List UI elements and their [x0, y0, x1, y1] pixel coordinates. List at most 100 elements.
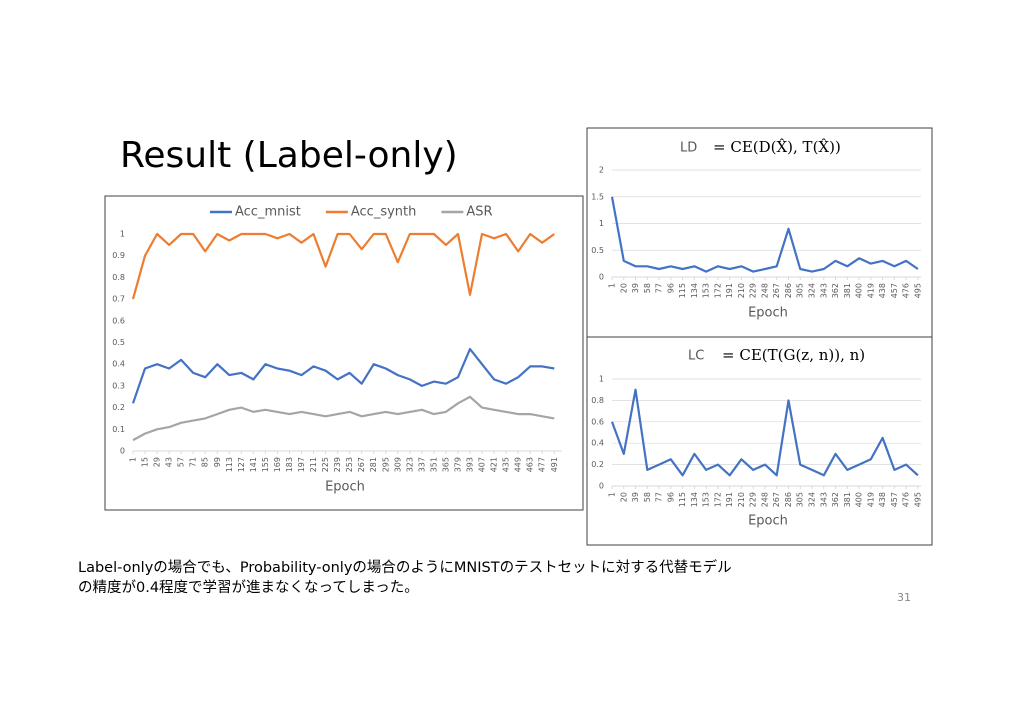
x-tick-label: 267 [772, 283, 781, 298]
x-axis-label: Epoch [748, 306, 788, 321]
x-tick-label: 381 [843, 283, 852, 298]
x-tick-label: 419 [866, 492, 875, 507]
y-tick-label: 0.5 [112, 338, 125, 347]
y-tick-label: 0.2 [591, 460, 604, 469]
x-tick-label: 169 [273, 457, 282, 472]
x-tick-label: 253 [345, 457, 354, 472]
chart-frame [104, 195, 584, 511]
x-tick-label: 400 [855, 492, 864, 507]
x-tick-label: 229 [749, 283, 758, 298]
x-tick-label: 210 [737, 283, 746, 298]
x-tick-label: 20 [619, 283, 628, 293]
x-tick-label: 197 [297, 457, 306, 472]
series-line [131, 232, 555, 300]
x-tick-label: 99 [213, 457, 222, 467]
x-tick-label: 153 [702, 492, 711, 507]
x-tick-label: 362 [831, 283, 840, 298]
y-tick-label: 0.4 [112, 360, 125, 369]
y-tick-label: 2 [599, 166, 604, 175]
x-tick-label: 495 [913, 492, 922, 507]
x-tick-label: 438 [878, 283, 887, 298]
y-tick-label: 0.8 [591, 396, 604, 405]
chart-formula: = CE(T(G(z, n)), n) [722, 346, 865, 364]
x-tick-label: 57 [177, 457, 186, 467]
x-tick-label: 172 [713, 283, 722, 298]
x-tick-label: 15 [141, 457, 150, 467]
chart-title: LC [688, 349, 704, 364]
x-tick-label: 96 [666, 283, 675, 293]
x-tick-label: 29 [153, 457, 162, 467]
x-tick-label: 155 [261, 457, 270, 472]
x-tick-label: 362 [831, 492, 840, 507]
x-tick-label: 324 [808, 492, 817, 507]
slide-title: Result (Label-only) [120, 135, 458, 176]
x-tick-label: 381 [843, 492, 852, 507]
x-tick-label: 1 [608, 492, 617, 497]
x-tick-label: 476 [902, 283, 911, 298]
x-tick-label: 113 [225, 457, 234, 472]
x-tick-label: 393 [466, 457, 475, 472]
x-tick-label: 211 [309, 457, 318, 472]
x-tick-label: 77 [655, 283, 664, 293]
y-tick-label: 1 [599, 375, 604, 384]
x-tick-label: 210 [737, 492, 746, 507]
series-line [610, 196, 919, 273]
x-tick-label: 134 [690, 492, 699, 507]
x-tick-label: 1 [129, 457, 138, 462]
x-tick-label: 58 [643, 492, 652, 502]
x-tick-label: 324 [808, 283, 817, 298]
x-tick-label: 191 [725, 283, 734, 298]
series-line [610, 388, 919, 477]
y-tick-label: 0.9 [112, 251, 125, 260]
x-tick-label: 172 [713, 492, 722, 507]
x-tick-label: 337 [417, 457, 426, 472]
x-tick-label: 1 [608, 283, 617, 288]
x-tick-label: 39 [631, 492, 640, 502]
x-tick-label: 438 [878, 492, 887, 507]
x-axis-label: Epoch [748, 514, 788, 529]
y-tick-label: 0.4 [591, 439, 604, 448]
x-tick-label: 286 [784, 283, 793, 298]
x-tick-label: 419 [866, 283, 875, 298]
x-tick-label: 305 [796, 492, 805, 507]
x-tick-label: 58 [643, 283, 652, 293]
x-tick-label: 141 [249, 457, 258, 472]
x-tick-label: 239 [333, 457, 342, 472]
x-tick-label: 351 [429, 457, 438, 472]
x-tick-label: 323 [405, 457, 414, 472]
x-tick-label: 225 [321, 457, 330, 472]
x-tick-label: 191 [725, 492, 734, 507]
x-tick-label: 379 [453, 457, 462, 472]
series-line [131, 347, 555, 404]
x-tick-label: 309 [393, 457, 402, 472]
x-tick-label: 407 [478, 457, 487, 472]
y-tick-label: 1 [120, 230, 125, 239]
x-tick-label: 115 [678, 492, 687, 507]
y-tick-label: 0.7 [112, 295, 125, 304]
legend-label: Acc_mnist [235, 205, 301, 220]
legend-label: ASR [466, 205, 492, 220]
y-tick-label: 0.1 [112, 425, 125, 434]
x-tick-label: 248 [760, 283, 769, 298]
chart-frame [586, 336, 933, 546]
x-tick-label: 85 [201, 457, 210, 467]
x-tick-label: 343 [819, 283, 828, 298]
x-tick-label: 400 [855, 283, 864, 298]
y-tick-label: 0.3 [112, 381, 125, 390]
x-tick-label: 115 [678, 283, 687, 298]
x-tick-label: 281 [369, 457, 378, 472]
x-tick-label: 457 [890, 283, 899, 298]
x-tick-label: 457 [890, 492, 899, 507]
y-tick-label: 0.8 [112, 273, 125, 282]
body-line: の精度が0.4程度で学習が進まなくなってしまった。 [78, 580, 419, 596]
y-tick-label: 0.2 [112, 403, 125, 412]
x-tick-label: 421 [490, 457, 499, 472]
x-tick-label: 449 [514, 457, 523, 472]
x-tick-label: 39 [631, 283, 640, 293]
chart-formula: = CE(D(X̂), T(X̂)) [713, 138, 841, 156]
y-tick-label: 0 [599, 482, 604, 491]
x-tick-label: 365 [441, 457, 450, 472]
y-tick-label: 1 [599, 219, 604, 228]
